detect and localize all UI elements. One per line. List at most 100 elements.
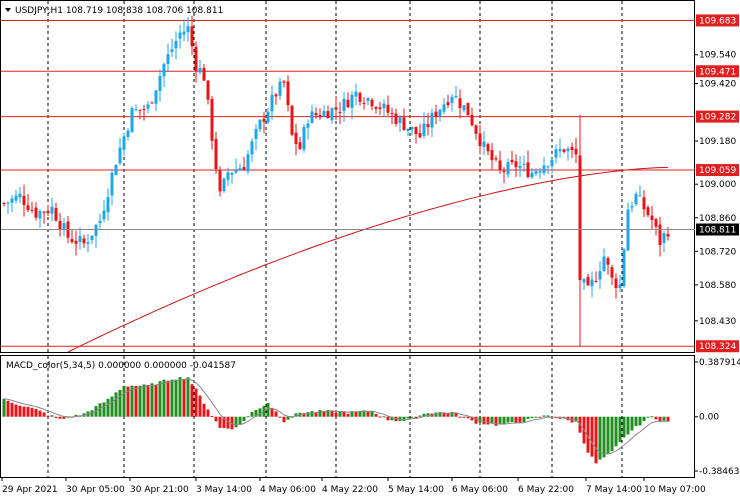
candle [454, 85, 458, 99]
candle-body [214, 138, 218, 170]
candle [42, 210, 46, 224]
macd-bar [354, 411, 358, 417]
candle-body [58, 221, 62, 230]
candle-body [186, 26, 190, 33]
candle-body [502, 170, 506, 173]
macd-signal-line [3, 378, 669, 455]
macd-bar [38, 410, 42, 417]
macd-bar [590, 416, 594, 457]
candle-body [42, 211, 46, 213]
candle-body [74, 240, 78, 244]
time-tick-label: 4 May 22:00 [322, 485, 378, 495]
macd-bar [318, 409, 322, 417]
candle-body [182, 31, 186, 35]
macd-bar [366, 411, 370, 417]
time-tick-label: 10 May 07:00 [644, 485, 706, 495]
candle-body [130, 108, 134, 133]
candle-body [278, 81, 282, 96]
candle [606, 256, 610, 275]
candle-body [638, 195, 642, 197]
macd-bar [310, 411, 314, 417]
macd-bar [646, 416, 650, 418]
level-label: 109.059 [696, 164, 739, 177]
horizontal-levels[interactable]: 109.683 109.471 109.282 109.059 108.324 [1, 14, 739, 353]
macd-bar [282, 416, 286, 423]
candle [578, 114, 582, 347]
candle-body [558, 149, 562, 152]
candle-body [250, 141, 254, 155]
candle [450, 93, 454, 112]
macd-bar [474, 416, 478, 424]
current-price-line: 108.811 [1, 223, 739, 236]
candle-body [22, 195, 26, 206]
candle-body [146, 104, 150, 109]
macd-bar [42, 412, 46, 417]
macd-bar [522, 416, 526, 423]
candle [482, 131, 486, 155]
macd-bar [594, 416, 598, 464]
candle-body [542, 165, 546, 174]
macd-bar [658, 416, 662, 421]
macd-bar [6, 400, 10, 417]
macd-bar [98, 403, 102, 417]
macd-bar [598, 416, 602, 460]
candle [530, 168, 534, 180]
macd-bar [350, 411, 354, 417]
candle-body [302, 127, 306, 150]
candle-body [426, 124, 430, 128]
collapse-triangle-icon[interactable] [5, 8, 11, 12]
macd-bar [258, 408, 262, 417]
candle-body [390, 113, 394, 115]
candle [334, 95, 338, 121]
candle [286, 75, 290, 112]
candle-body [614, 278, 618, 288]
candle-body [582, 279, 586, 283]
candle-body [282, 81, 286, 83]
macd-bar [146, 385, 150, 417]
macd-histogram [2, 377, 670, 464]
candle-body [102, 210, 106, 220]
macd-bar [382, 416, 386, 418]
candle [570, 142, 574, 158]
candle-body [246, 154, 250, 172]
candle [30, 201, 34, 214]
macd-bar [518, 416, 522, 423]
macd-bar [378, 416, 382, 418]
candle [102, 199, 106, 223]
candle-body [586, 276, 590, 286]
candle [602, 248, 606, 273]
candle [94, 223, 98, 248]
candle [410, 126, 414, 136]
macd-bar [450, 412, 454, 417]
macd-bar [338, 411, 342, 417]
macd-bar [666, 416, 670, 422]
candle [474, 124, 478, 140]
macd-bar [526, 416, 530, 419]
macd-bar [506, 416, 510, 423]
price-tick-label: 109.000 [699, 180, 736, 190]
candle-body [602, 256, 606, 272]
macd-bar [458, 416, 462, 418]
candle [86, 234, 90, 253]
candle [422, 112, 426, 139]
macd-bar [406, 416, 410, 419]
candle [210, 96, 214, 150]
candle [582, 278, 586, 291]
candle [542, 157, 546, 176]
level-label-text: 109.282 [699, 113, 736, 123]
macd-bar [246, 416, 250, 418]
candle-body [374, 107, 378, 109]
macd-bar [534, 416, 538, 418]
candle-body [606, 258, 610, 265]
candle [318, 108, 322, 120]
candle [574, 137, 578, 163]
macd-bar [194, 388, 198, 417]
candle-body [330, 108, 334, 121]
candle-body [70, 239, 74, 243]
candle [650, 205, 654, 230]
candle-body [494, 158, 498, 160]
candle [202, 64, 206, 81]
time-tick-label: 4 May 06:00 [260, 485, 316, 495]
